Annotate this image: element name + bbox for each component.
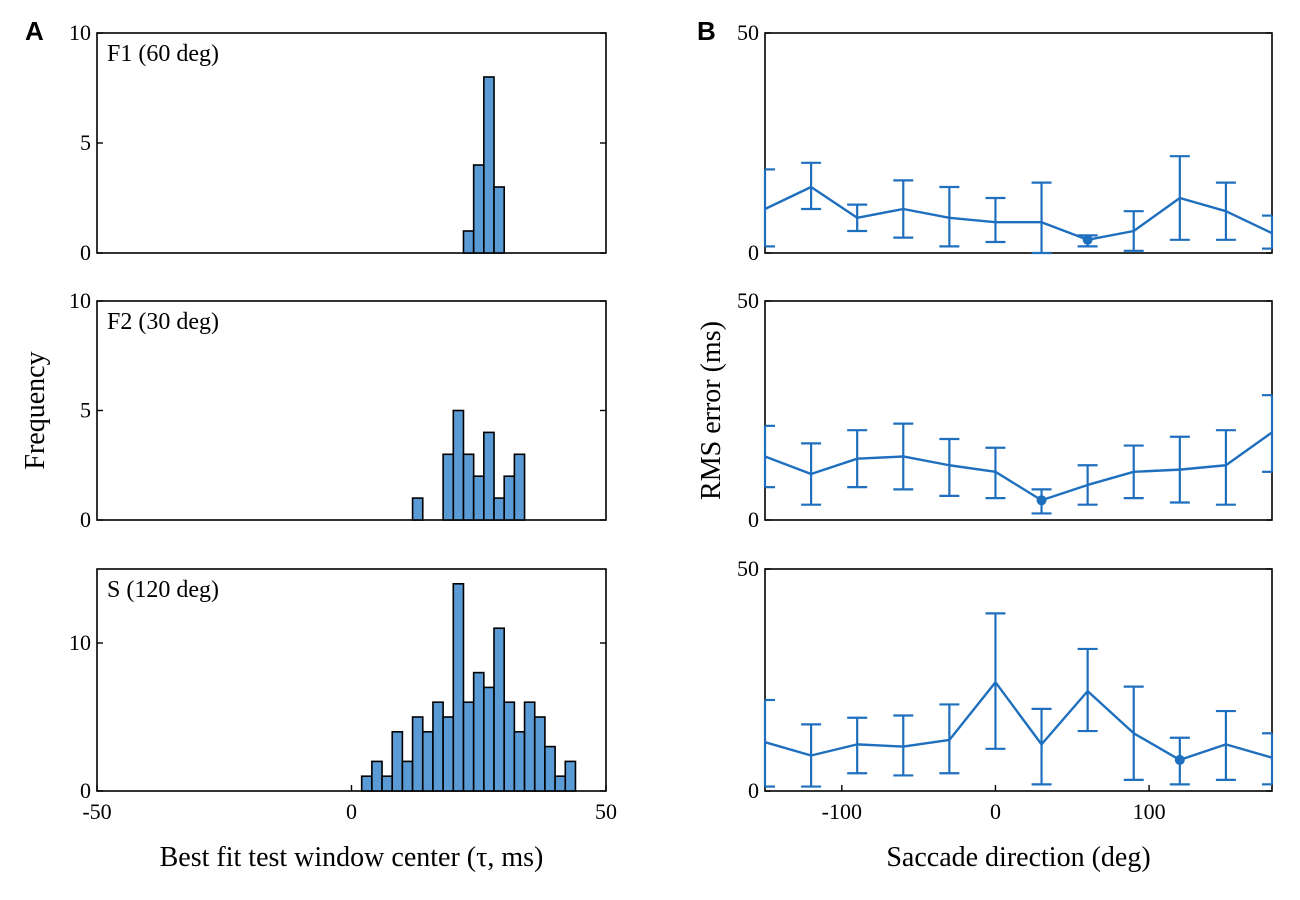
y-tick-label: 5: [80, 130, 91, 155]
y-tick-label: 50: [737, 20, 759, 45]
histogram-bar: [513, 730, 526, 792]
highlight-point: [1036, 495, 1047, 506]
histogram-f1: 0 5 10 F1 (60 deg): [69, 20, 607, 265]
histogram-f2: 0 5 10 F2 (30 deg) Frequency: [20, 288, 607, 532]
y-tick-label: 50: [737, 288, 759, 313]
series-line: [764, 681, 1273, 762]
y-tick-label: 0: [748, 507, 759, 532]
histogram-bar: [360, 775, 373, 792]
histogram-bar: [442, 453, 455, 521]
series-line: [764, 185, 1273, 242]
y-tick-label: 0: [748, 240, 759, 265]
y-tick-label: 0: [80, 778, 91, 803]
histogram-bar: [503, 701, 516, 792]
histogram-title: F2 (30 deg): [107, 309, 219, 335]
histogram-bar: [472, 671, 485, 792]
y-tick-label: 50: [737, 556, 759, 581]
x-tick-label: 0: [990, 799, 1001, 824]
histogram-bar: [381, 775, 394, 792]
y-tick-label: 0: [80, 240, 91, 265]
axes-frame: [764, 32, 1273, 254]
y-axis-label: RMS error (ms): [696, 321, 727, 500]
histogram-bar: [483, 686, 495, 792]
histogram-bar: [411, 497, 424, 521]
histogram-bar: [452, 582, 465, 792]
histogram-bar: [472, 164, 485, 254]
panel-label-a: A: [25, 16, 44, 46]
x-axis-label: Saccade direction (deg): [886, 842, 1150, 873]
histogram-bar: [421, 730, 434, 792]
panel-label-b: B: [697, 16, 716, 46]
histogram-bar: [452, 409, 465, 521]
x-tick-label: 50: [595, 799, 617, 824]
y-tick-label: 10: [69, 630, 91, 655]
x-tick-label: -100: [822, 799, 862, 824]
series-line: [764, 431, 1273, 502]
histogram-s: 010-50 0 50S (120 deg)Best fit test window…: [69, 568, 617, 873]
histogram-bar: [483, 76, 495, 254]
y-tick-label: 10: [69, 288, 91, 313]
histogram-bar: [493, 497, 505, 521]
x-tick-label: -50: [82, 799, 111, 824]
x-tick-label: 100: [1133, 799, 1166, 824]
y-axis-label: Frequency: [20, 351, 51, 469]
y-tick-label: 10: [69, 20, 91, 45]
histogram-bar: [513, 453, 526, 521]
panel-a: A 0 5 10 F1 (60 deg) 0 5 10 F2 (30 deg) Frequen…: [20, 16, 617, 873]
rms-plot-top: 0 50: [737, 20, 1274, 265]
histogram-bar: [411, 716, 424, 792]
histogram-bar: [544, 745, 556, 792]
y-tick-label: 0: [80, 507, 91, 532]
histogram-bar: [564, 760, 577, 792]
highlight-point: [1174, 754, 1185, 765]
rms-plot-middle: 0 50 RMS error (ms): [696, 288, 1274, 532]
histogram-bar: [472, 475, 485, 521]
rms-plot-bottom: 0 50 -100 0 100 Saccade direction (deg): [737, 556, 1274, 873]
histogram-title: F1 (60 deg): [107, 41, 219, 67]
histogram-bar: [462, 701, 475, 792]
y-tick-label: 5: [80, 398, 91, 423]
highlight-point: [1082, 234, 1093, 245]
histogram-title: S (120 deg): [107, 577, 219, 603]
y-tick-label: 0: [748, 778, 759, 803]
x-tick-label: 0: [346, 799, 357, 824]
x-axis-label: Best fit test window center (τ, ms): [160, 842, 544, 873]
histogram-bar: [462, 230, 475, 254]
panel-b: B 0 50 0 50 RMS error (ms) 0 50 -100 0 100 Sacca…: [696, 16, 1274, 873]
histogram-bar: [554, 775, 567, 792]
histogram-bar: [432, 701, 444, 792]
histogram-bar: [401, 760, 414, 792]
histogram-bar: [371, 760, 383, 792]
histogram-bar: [391, 730, 404, 792]
histogram-bar: [483, 431, 495, 521]
histogram-bar: [493, 186, 505, 254]
histogram-bar: [523, 701, 536, 792]
axes-frame: [764, 568, 1273, 792]
histogram-bar: [533, 716, 546, 792]
histogram-bar: [462, 453, 475, 521]
histogram-bar: [493, 627, 505, 792]
histogram-bar: [503, 475, 516, 521]
histogram-bar: [442, 716, 455, 792]
